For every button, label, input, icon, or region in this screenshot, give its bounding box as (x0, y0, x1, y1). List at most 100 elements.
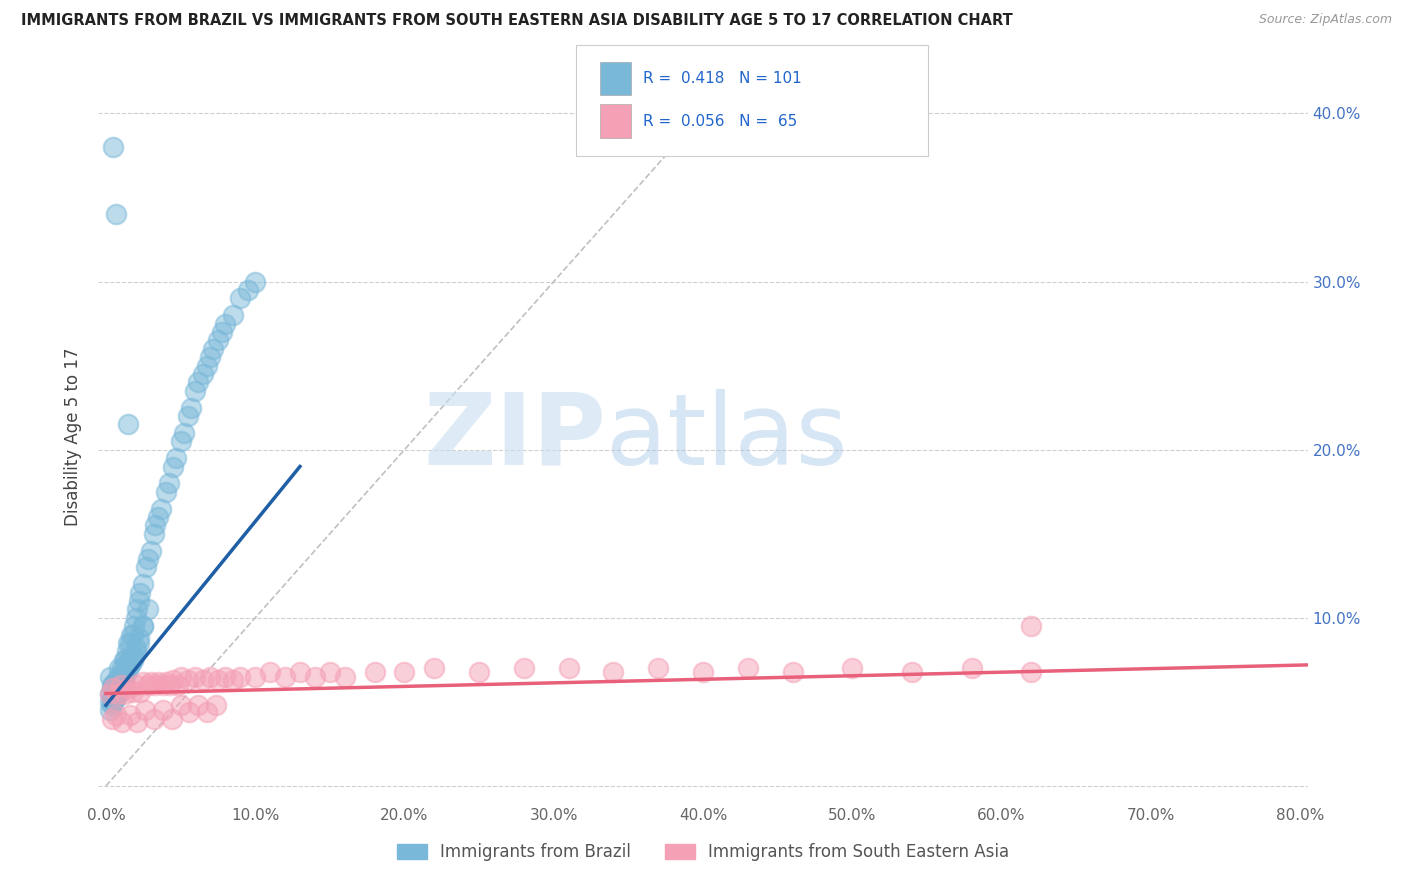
Point (200, 670, 222, 684)
Point (103, 686, 125, 700)
Point (169, 670, 191, 684)
Point (142, 712, 165, 726)
Point (98, 686, 121, 700)
Point (157, 476, 180, 491)
Point (155, 674, 177, 689)
Point (187, 698, 209, 713)
Point (111, 678, 134, 692)
Point (112, 674, 135, 689)
Point (125, 641, 148, 656)
Point (136, 678, 159, 692)
Point (155, 484, 177, 499)
Point (187, 376, 209, 390)
Point (169, 698, 191, 713)
Point (103, 695, 125, 709)
Point (105, 683, 128, 698)
Point (274, 670, 297, 684)
Point (121, 685, 143, 699)
Point (135, 560, 157, 574)
Point (184, 670, 207, 684)
Point (423, 661, 446, 675)
Point (143, 518, 166, 533)
Point (214, 670, 236, 684)
Point (101, 698, 124, 713)
Point (115, 644, 138, 658)
Point (108, 678, 131, 692)
Point (114, 686, 136, 700)
Point (125, 611, 148, 625)
Point (468, 665, 491, 679)
Point (782, 665, 804, 679)
Point (104, 674, 127, 689)
Point (146, 674, 169, 689)
Point (132, 674, 155, 689)
Point (363, 665, 385, 679)
Point (110, 670, 132, 684)
Point (118, 653, 141, 667)
Point (122, 619, 145, 633)
Point (173, 425, 195, 440)
Point (117, 655, 139, 669)
Point (122, 649, 145, 664)
Point (98, 703, 121, 717)
Text: R =  0.418   N = 101: R = 0.418 N = 101 (643, 71, 801, 86)
Point (128, 636, 150, 650)
Point (960, 661, 983, 675)
Point (184, 384, 207, 398)
Point (98, 670, 121, 684)
Point (108, 661, 131, 675)
Point (134, 703, 156, 717)
Point (110, 670, 132, 684)
Point (169, 434, 191, 449)
Point (236, 283, 259, 297)
Point (101, 712, 124, 726)
Point (125, 644, 148, 658)
Point (180, 401, 202, 415)
Point (115, 657, 138, 672)
Point (103, 140, 125, 154)
Point (105, 708, 128, 723)
Point (394, 665, 416, 679)
Point (259, 665, 281, 679)
Point (191, 367, 214, 381)
Point (112, 653, 135, 667)
Point (107, 686, 129, 700)
Point (101, 681, 124, 696)
Point (166, 678, 188, 692)
Point (150, 501, 173, 516)
Legend: Immigrants from Brazil, Immigrants from South Eastern Asia: Immigrants from Brazil, Immigrants from … (391, 837, 1015, 868)
Point (159, 678, 181, 692)
Point (108, 672, 131, 686)
Point (127, 602, 149, 616)
Point (333, 670, 356, 684)
Point (142, 526, 165, 541)
Point (132, 619, 155, 633)
Point (101, 678, 124, 692)
Point (139, 674, 162, 689)
Text: atlas: atlas (606, 389, 848, 485)
Point (152, 678, 174, 692)
Point (128, 594, 150, 608)
Point (191, 673, 214, 687)
Point (112, 670, 135, 684)
Point (112, 665, 135, 679)
Point (108, 683, 131, 698)
Point (647, 661, 669, 675)
Point (146, 510, 169, 524)
Point (98, 695, 121, 709)
Point (132, 577, 155, 591)
Point (104, 678, 127, 692)
Point (125, 678, 148, 692)
Point (202, 342, 225, 356)
Point (214, 317, 236, 331)
Point (107, 673, 129, 687)
Point (127, 715, 149, 730)
Point (737, 661, 759, 675)
Point (128, 631, 150, 645)
Text: R =  0.056   N =  65: R = 0.056 N = 65 (643, 114, 797, 128)
Point (1021, 619, 1043, 633)
Point (111, 715, 134, 730)
Point (110, 681, 132, 696)
Point (120, 657, 142, 671)
Point (177, 673, 200, 687)
